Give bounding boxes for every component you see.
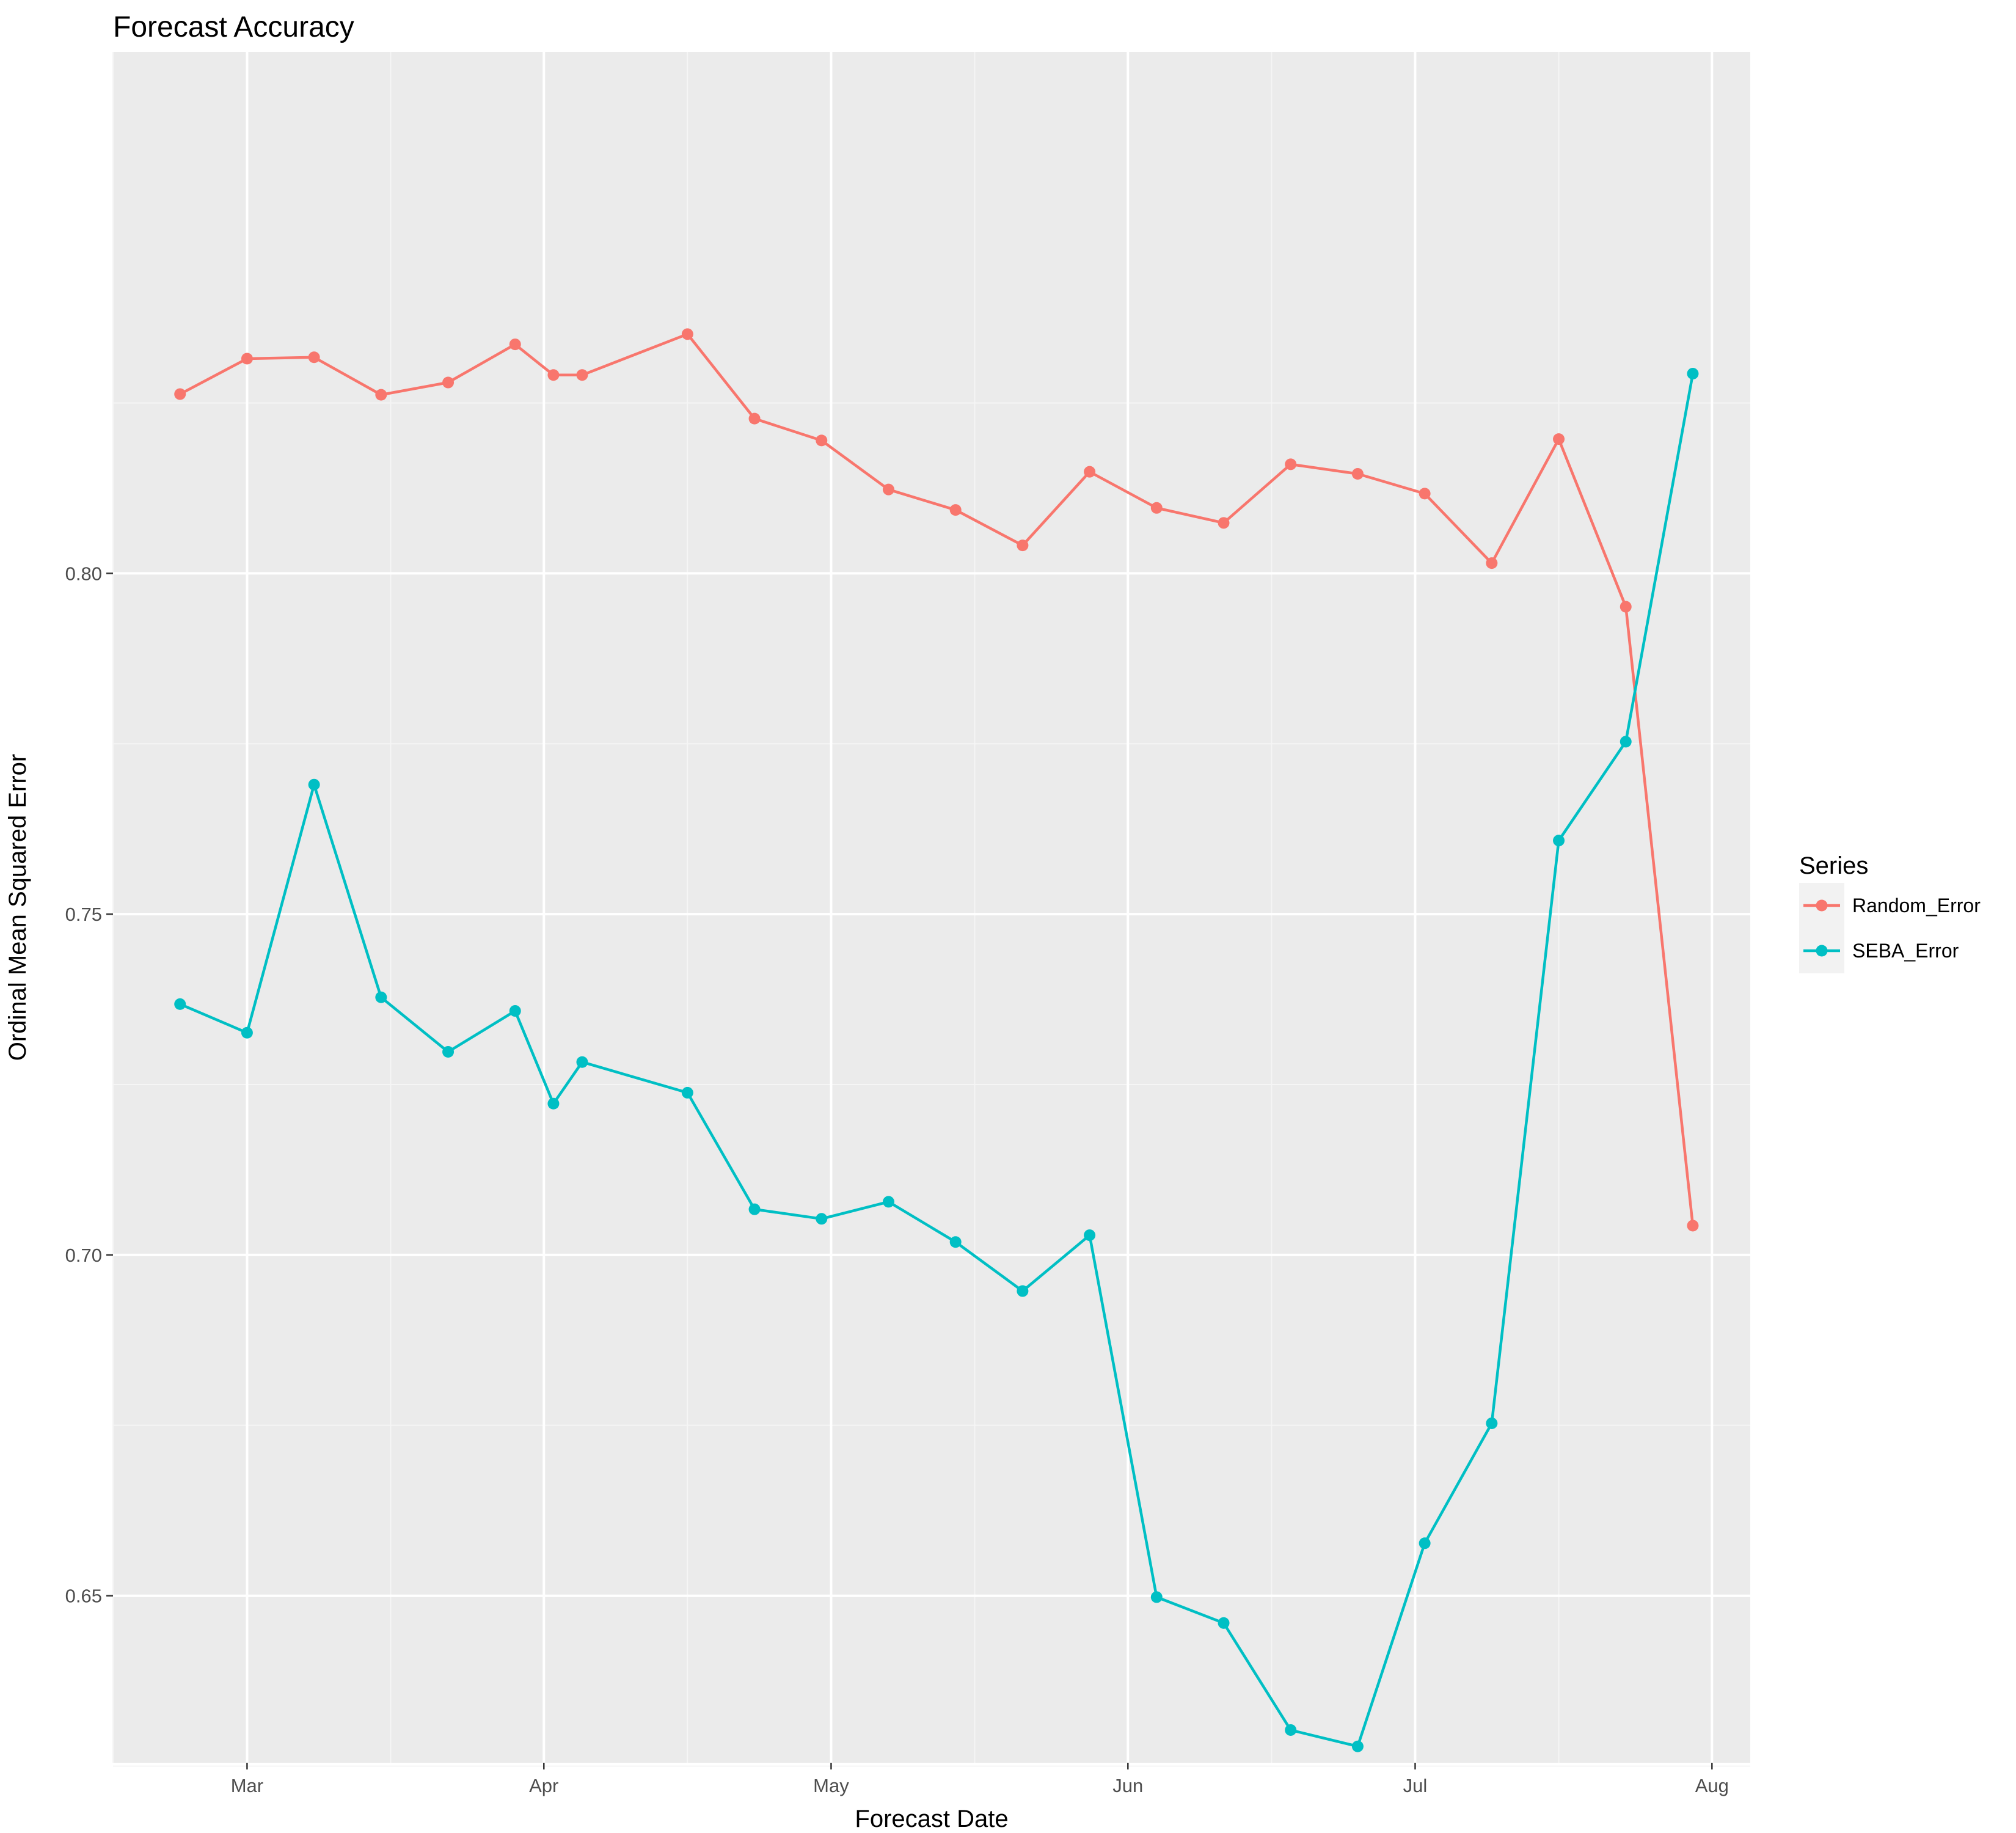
data-point <box>1351 1740 1364 1752</box>
data-point <box>174 388 186 400</box>
data-point <box>1687 368 1699 380</box>
legend-label: Random_Error <box>1852 895 1981 916</box>
plot-panel <box>113 52 1750 1763</box>
series-random-error <box>174 328 1699 1232</box>
data-point <box>1017 540 1029 552</box>
data-point <box>308 351 320 364</box>
data-point <box>1419 488 1431 500</box>
data-point <box>1486 557 1498 569</box>
data-point <box>509 338 521 351</box>
x-tick-label: Apr <box>529 1775 558 1796</box>
major-gridlines <box>113 52 1750 1763</box>
x-tick-label: May <box>813 1775 849 1796</box>
data-point <box>1084 466 1096 478</box>
data-point <box>174 998 186 1010</box>
data-point <box>1017 1285 1029 1297</box>
x-axis-title: Forecast Date <box>855 1806 1008 1832</box>
data-point <box>681 328 693 340</box>
data-point <box>1351 468 1364 480</box>
x-tick-label: Jul <box>1403 1775 1428 1796</box>
data-point <box>1084 1229 1096 1242</box>
data-point <box>375 991 387 1003</box>
data-point <box>1553 433 1565 445</box>
data-point <box>509 1005 521 1017</box>
x-tick-label: Jun <box>1112 1775 1143 1796</box>
data-point <box>1620 736 1632 748</box>
series-line <box>179 332 1695 1226</box>
data-point <box>816 1213 828 1225</box>
legend-key-point <box>1816 945 1828 957</box>
y-axis: 0.65 0.70 0.75 0.80 <box>65 563 113 1607</box>
data-point <box>748 1203 761 1215</box>
y-tick-label: 0.80 <box>65 563 102 584</box>
series-seba-error <box>174 368 1699 1752</box>
data-point <box>442 376 455 389</box>
data-point <box>576 369 588 381</box>
legend-key-point <box>1816 899 1828 912</box>
data-point <box>1620 601 1632 613</box>
data-point <box>1553 835 1565 847</box>
data-point <box>241 1026 253 1039</box>
data-point <box>1218 517 1230 529</box>
data-point <box>1150 502 1163 514</box>
x-axis: Mar Apr May Jun Jul Aug <box>231 1763 1729 1796</box>
data-point <box>882 483 894 496</box>
y-tick-label: 0.70 <box>65 1245 102 1266</box>
legend-label: SEBA_Error <box>1852 940 1959 962</box>
x-tick-label: Aug <box>1695 1775 1729 1796</box>
legend-title: Series <box>1799 852 1868 879</box>
data-point <box>442 1045 455 1058</box>
data-point <box>241 353 253 365</box>
data-point <box>1687 1220 1699 1232</box>
data-point <box>576 1056 588 1068</box>
data-point <box>308 778 320 791</box>
x-tick-label: Mar <box>231 1775 263 1796</box>
chart-title: Forecast Accuracy <box>113 11 354 43</box>
data-point <box>1285 458 1297 470</box>
data-point <box>1150 1591 1163 1603</box>
y-axis-title: Ordinal Mean Squared Error <box>4 754 31 1061</box>
y-tick-label: 0.75 <box>65 904 102 925</box>
data-point <box>882 1196 894 1208</box>
legend-item: SEBA_Error <box>1799 928 1959 973</box>
legend: Series Random_Error SEBA_Error <box>1799 852 1981 973</box>
data-point <box>748 412 761 425</box>
data-point <box>949 504 962 516</box>
series-layer <box>174 328 1699 1752</box>
series-line <box>179 373 1695 1748</box>
data-point <box>816 434 828 447</box>
legend-item: Random_Error <box>1799 883 1981 928</box>
data-point <box>375 389 387 401</box>
y-tick-label: 0.65 <box>65 1586 102 1607</box>
data-point <box>547 369 560 381</box>
data-point <box>547 1097 560 1110</box>
data-point <box>1486 1417 1498 1429</box>
data-point <box>681 1086 693 1099</box>
data-point <box>1218 1617 1230 1629</box>
data-point <box>1285 1724 1297 1736</box>
data-point <box>949 1236 962 1248</box>
data-point <box>1419 1537 1431 1549</box>
